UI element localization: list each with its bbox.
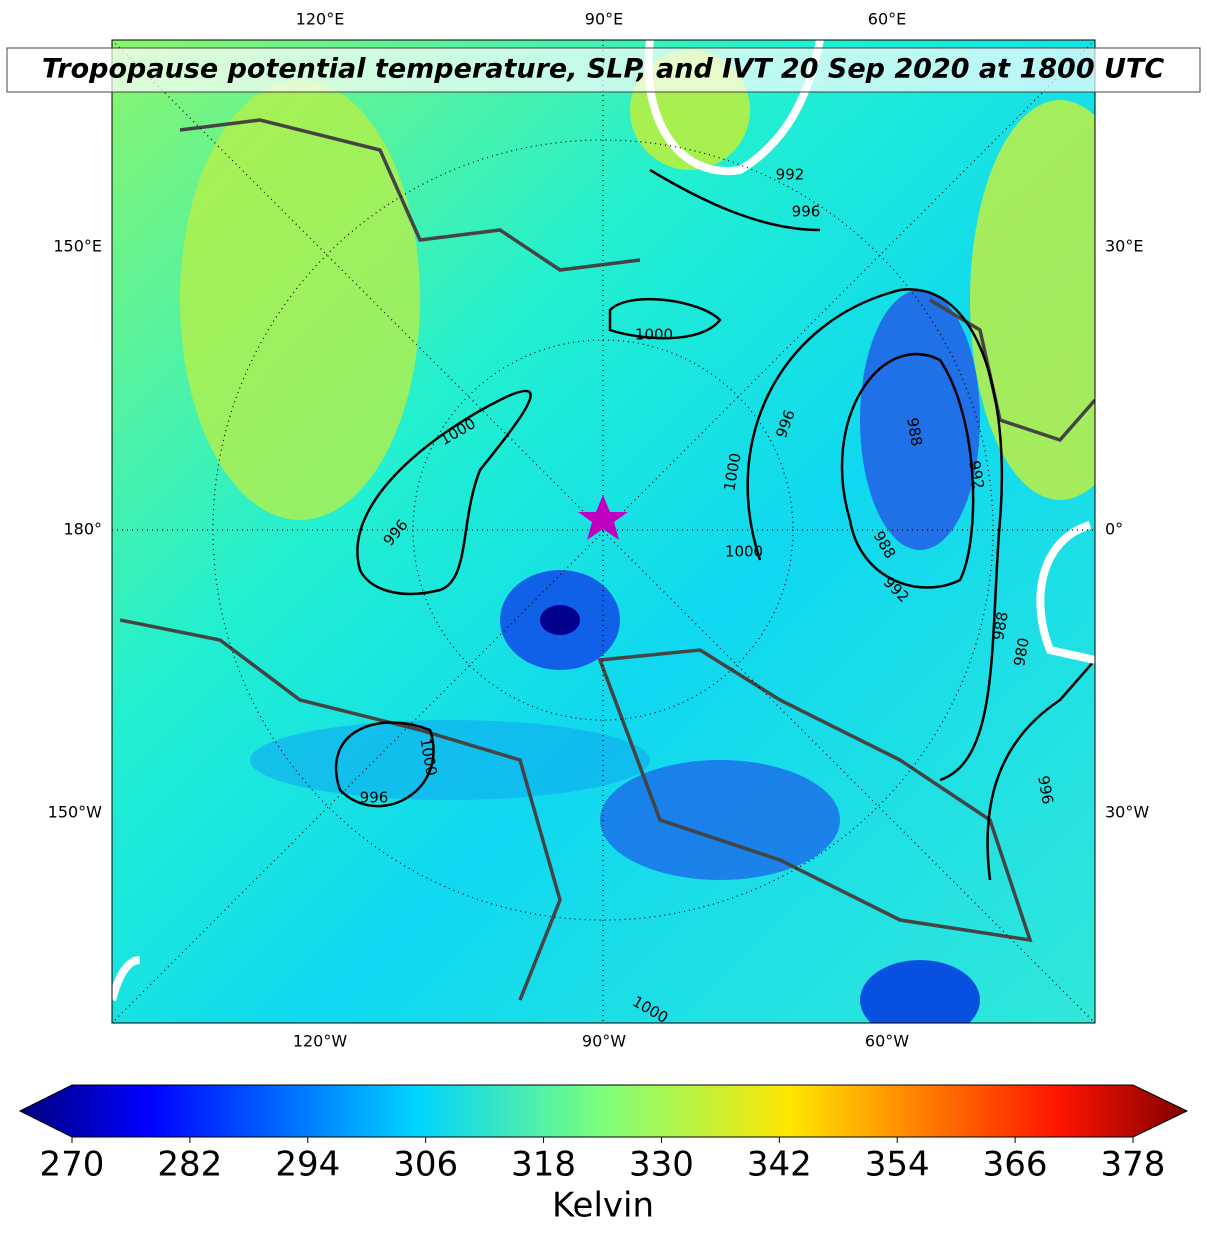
contour-label: 1000 xyxy=(725,543,763,561)
longitude-label: 90°E xyxy=(585,10,623,29)
colorbar-tick-label: 330 xyxy=(629,1145,694,1185)
colorbar-tick-label: 270 xyxy=(40,1145,105,1185)
longitude-label: 120°W xyxy=(293,1032,348,1051)
colorbar-tick-label: 306 xyxy=(393,1145,458,1185)
colorbar-tick-label: 354 xyxy=(865,1145,930,1185)
contour-label: 980 xyxy=(1010,636,1033,667)
longitude-label: 30°E xyxy=(1105,237,1143,256)
longitude-label: 150°E xyxy=(53,237,102,256)
contour-label: 988 xyxy=(903,416,926,447)
longitude-label: 60°W xyxy=(865,1032,909,1051)
colorbar-label: Kelvin xyxy=(552,1186,654,1226)
contour-label: 1000 xyxy=(635,326,673,344)
colorbar-tick-label: 378 xyxy=(1101,1145,1166,1185)
longitude-label: 180° xyxy=(63,520,102,539)
colorbar-tick-label: 318 xyxy=(511,1145,576,1185)
longitude-label: 90°W xyxy=(582,1032,626,1051)
contour-label: 996 xyxy=(360,789,389,807)
colorbar-tick-label: 342 xyxy=(747,1145,812,1185)
contour-label: 988 xyxy=(989,610,1012,641)
contour-label: 996 xyxy=(1034,774,1057,805)
contour-label: 996 xyxy=(792,203,821,221)
contour-label: 992 xyxy=(776,166,805,184)
longitude-label: 30°W xyxy=(1105,803,1149,822)
longitude-label: 120°E xyxy=(296,10,345,29)
colorbar-tick-label: 366 xyxy=(983,1145,1048,1185)
colorbar-tick-label: 294 xyxy=(275,1145,340,1185)
longitude-label: 150°W xyxy=(48,803,103,822)
colorbar-tick-label: 282 xyxy=(157,1145,222,1185)
contour-label: 992 xyxy=(965,459,988,490)
longitude-label: 0° xyxy=(1105,520,1123,539)
longitude-label: 60°E xyxy=(868,10,906,29)
colorbar xyxy=(18,1084,1189,1138)
map-title: Tropopause potential temperature, SLP, a… xyxy=(42,54,1165,85)
